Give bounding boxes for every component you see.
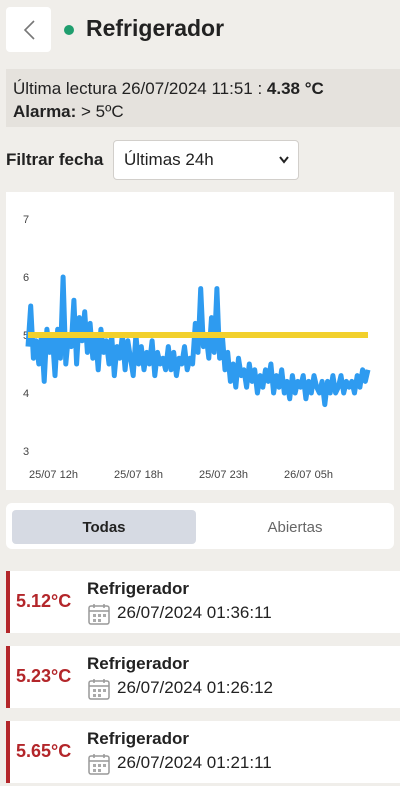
- calendar-icon: [88, 679, 110, 700]
- alarm-temperature: 5.65°C: [16, 741, 72, 761]
- calendar-icon: [88, 604, 110, 625]
- alarm-datetime: 26/07/2024 01:36:11: [117, 603, 272, 622]
- alarm-card[interactable]: 5.23°C Refrigerador 26/07/2024 01:26:12: [6, 646, 400, 708]
- temperature-chart: 7 6 5 4 3 25/07 12h 25/07 18h 25/07 23h 26/07 05…: [6, 192, 394, 490]
- page-title: Refrigerador: [86, 15, 225, 41]
- alarm-temperature: 5.23°C: [16, 666, 72, 686]
- alarm-card[interactable]: 5.12°C Refrigerador 26/07/2024 01:36:11: [6, 571, 400, 633]
- status-dot: [64, 25, 74, 35]
- y-tick-label: 6: [23, 272, 29, 284]
- alarm-threshold-line: Alarma: > 5ºC: [13, 100, 393, 123]
- x-tick-label: 25/07 12h: [29, 469, 78, 481]
- filter-label: Filtrar fecha: [6, 150, 104, 169]
- alarm-temperature: 5.12°C: [16, 591, 72, 611]
- alarm-label: Alarma:: [13, 102, 77, 121]
- alarm-card[interactable]: 5.65°C Refrigerador 26/07/2024 01:21:11: [6, 721, 400, 783]
- last-reading-panel: Última lectura 26/07/2024 11:51 : 4.38 °…: [6, 69, 400, 127]
- last-reading-text: Última lectura 26/07/2024 11:51 :: [13, 79, 267, 98]
- chevron-left-icon: [23, 19, 35, 40]
- last-reading-line: Última lectura 26/07/2024 11:51 : 4.38 °…: [13, 77, 393, 100]
- alarm-device-name: Refrigerador: [87, 579, 190, 598]
- alarm-tabs: Todas Abiertas: [6, 503, 394, 549]
- alarm-datetime: 26/07/2024 01:26:12: [117, 678, 273, 697]
- last-reading-value: 4.38 °C: [266, 79, 324, 98]
- alarm-threshold-value: > 5ºC: [76, 102, 124, 121]
- filter-selected-value: Últimas 24h: [124, 150, 214, 169]
- y-tick-label: 3: [23, 446, 29, 458]
- x-tick-label: 25/07 18h: [114, 469, 163, 481]
- x-tick-label: 26/07 05h: [284, 469, 333, 481]
- y-tick-label: 5: [23, 330, 29, 342]
- back-button[interactable]: [6, 7, 51, 52]
- temperature-series-line: [25, 274, 371, 408]
- y-tick-label: 7: [23, 214, 29, 226]
- header: Refrigerador: [0, 0, 400, 62]
- date-filter: Filtrar fecha Últimas 24h: [6, 140, 400, 180]
- alarm-datetime: 26/07/2024 01:21:11: [117, 753, 272, 772]
- date-filter-select[interactable]: Últimas 24h: [113, 140, 299, 180]
- alarm-device-name: Refrigerador: [87, 654, 190, 673]
- calendar-icon: [88, 754, 110, 775]
- tab-open[interactable]: Abiertas: [267, 518, 323, 536]
- x-tick-label: 25/07 23h: [199, 469, 248, 481]
- alarm-device-name: Refrigerador: [87, 729, 190, 748]
- temperature-chart-svg: 7 6 5 4 325/07 12h 25/07 18h 25/07 23h 26/07 05…: [23, 214, 371, 481]
- y-tick-label: 4: [23, 388, 29, 400]
- chevron-down-icon: [279, 156, 289, 164]
- tab-all[interactable]: Todas: [12, 510, 196, 544]
